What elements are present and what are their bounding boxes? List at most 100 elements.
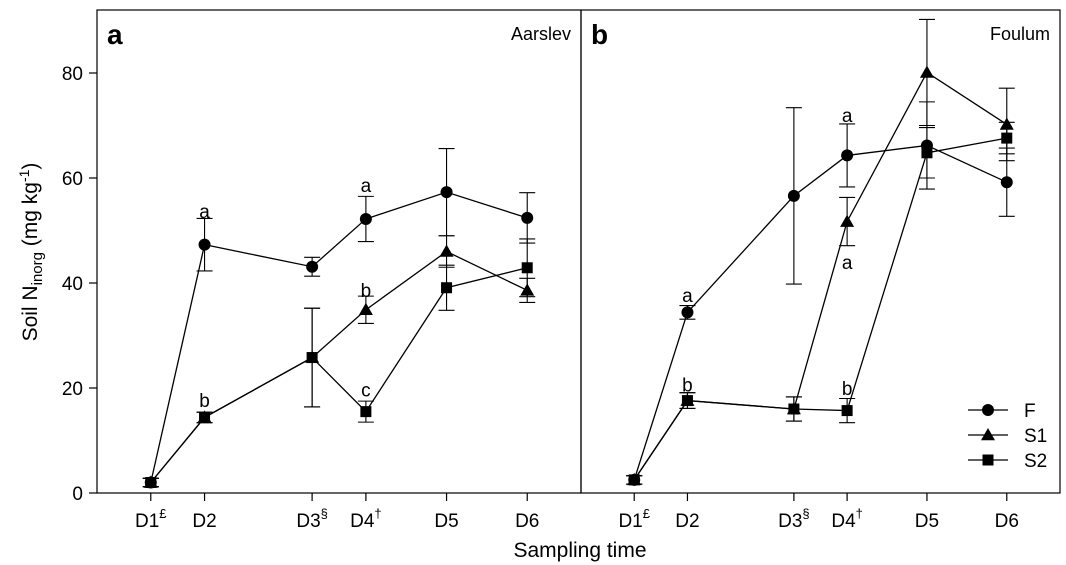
data-point	[521, 262, 533, 274]
significance-letter: a	[361, 176, 372, 197]
x-tick-label: D2	[192, 511, 216, 532]
panel-b: D1£ D2 D3§ D4† D5 D6 b Foulum a b a a b	[580, 9, 1061, 532]
significance-letter: a	[842, 106, 853, 127]
legend: F S1 S2	[968, 401, 1047, 472]
panel-letter: b	[591, 19, 608, 50]
x-tick-label-sup: †	[856, 506, 863, 521]
legend-label: S1	[1024, 426, 1047, 447]
panel-site-label: Foulum	[990, 24, 1050, 44]
significance-letter: b	[199, 391, 210, 412]
legend-label: F	[1024, 401, 1036, 422]
axes-text: Sampling time Soil Ninorg (mg kg-1)	[16, 163, 647, 562]
y-tick-label: 60	[62, 169, 83, 190]
x-tick-label: D5	[915, 511, 939, 532]
series-line	[633, 144, 1008, 481]
data-point	[1001, 132, 1013, 144]
data-point	[145, 477, 157, 488]
x-tick-label: D6	[995, 511, 1019, 532]
series-line	[150, 250, 528, 483]
x-tick-label: D5	[434, 511, 458, 532]
series-line	[150, 191, 528, 483]
data-point	[198, 238, 211, 251]
y-tick-label: 0	[72, 484, 83, 505]
legend-entry-s1: S1	[968, 426, 1047, 447]
panel-a: 0 20 40 60 80 D1£ D2 D3§ D4† D5 D6 a Aarslev a b a b c	[62, 9, 582, 532]
x-tick-label: D1£	[135, 506, 167, 532]
y-axis-title-sub: inorg	[29, 252, 46, 285]
significance-letter: a	[682, 286, 693, 307]
data-point	[921, 147, 933, 159]
panel-letter: a	[107, 19, 123, 50]
x-tick-label-sup: †	[374, 506, 381, 521]
data-point	[199, 411, 211, 423]
series-s2	[142, 238, 536, 488]
series-line	[150, 267, 528, 483]
x-tick-label: D3§	[778, 506, 810, 532]
panel-site-label: Aarslev	[511, 24, 571, 44]
legend-label: S2	[1024, 451, 1047, 472]
x-tick-label-sup: §	[321, 506, 328, 521]
x-tick-label-base: D4	[350, 511, 375, 532]
x-tick-label: D4†	[350, 506, 382, 532]
y-tick-label: 80	[62, 64, 83, 85]
y-axis-title: Soil Ninorg (mg kg-1)	[16, 163, 46, 342]
significance-letter: a	[199, 202, 210, 223]
significance-letter: a	[842, 253, 853, 274]
data-point	[840, 214, 855, 227]
x-tick-label-base: D5	[434, 511, 458, 532]
legend-marker	[982, 404, 994, 416]
data-point	[306, 352, 318, 364]
series-s1	[142, 235, 536, 488]
plot-frame	[96, 9, 582, 494]
x-tick-label-base: D1	[135, 511, 159, 532]
x-tick-label-base: D2	[192, 511, 216, 532]
data-point	[787, 189, 800, 202]
significance-letter: b	[682, 375, 693, 396]
data-point	[358, 302, 373, 316]
x-tick-label-base: D3	[778, 511, 802, 532]
x-tick-label-base: D2	[675, 511, 699, 532]
data-point	[441, 282, 453, 294]
x-tick-label-base: D6	[995, 511, 1019, 532]
data-point	[440, 186, 453, 199]
x-tick-label: D3§	[296, 506, 328, 532]
y-tick-label: 40	[62, 274, 83, 295]
data-point	[681, 395, 693, 407]
x-tick-label: D1£	[618, 506, 650, 532]
x-tick-label-base: D5	[915, 511, 939, 532]
data-point	[919, 65, 934, 78]
data-point	[359, 212, 372, 225]
x-tick-label-sup: £	[643, 506, 651, 521]
series-s2	[626, 121, 1015, 486]
significance-letter: b	[361, 281, 372, 302]
y-axis-title-prefix: Soil N	[19, 285, 42, 341]
data-point	[1000, 176, 1013, 189]
series-line	[633, 137, 1007, 481]
significance-letter: c	[361, 381, 371, 402]
data-point	[439, 244, 454, 257]
y-tick-label: 20	[62, 379, 83, 400]
y-axis-title-sup: -1	[16, 169, 32, 182]
x-tick-label-base: D3	[296, 511, 320, 532]
significance-letter: b	[842, 379, 853, 400]
y-axis-title-suffix: )	[19, 163, 42, 170]
x-tick-label: D2	[675, 511, 699, 532]
x-tick-label-base: D4	[831, 511, 856, 532]
legend-marker	[982, 454, 994, 466]
x-tick-label-base: D6	[515, 511, 539, 532]
x-tick-label: D6	[515, 511, 539, 532]
legend-entry-s2: S2	[968, 451, 1047, 472]
x-tick-label-sup: §	[802, 506, 809, 521]
data-point	[521, 211, 534, 224]
data-point	[306, 260, 319, 273]
data-point	[628, 474, 640, 486]
series-f	[142, 148, 536, 489]
data-point	[360, 406, 372, 418]
y-axis-title-middle: (mg kg	[19, 182, 42, 252]
series-s1	[626, 18, 1015, 486]
data-point	[681, 306, 694, 319]
legend-marker	[981, 428, 995, 441]
x-tick-label: D4†	[831, 506, 863, 532]
